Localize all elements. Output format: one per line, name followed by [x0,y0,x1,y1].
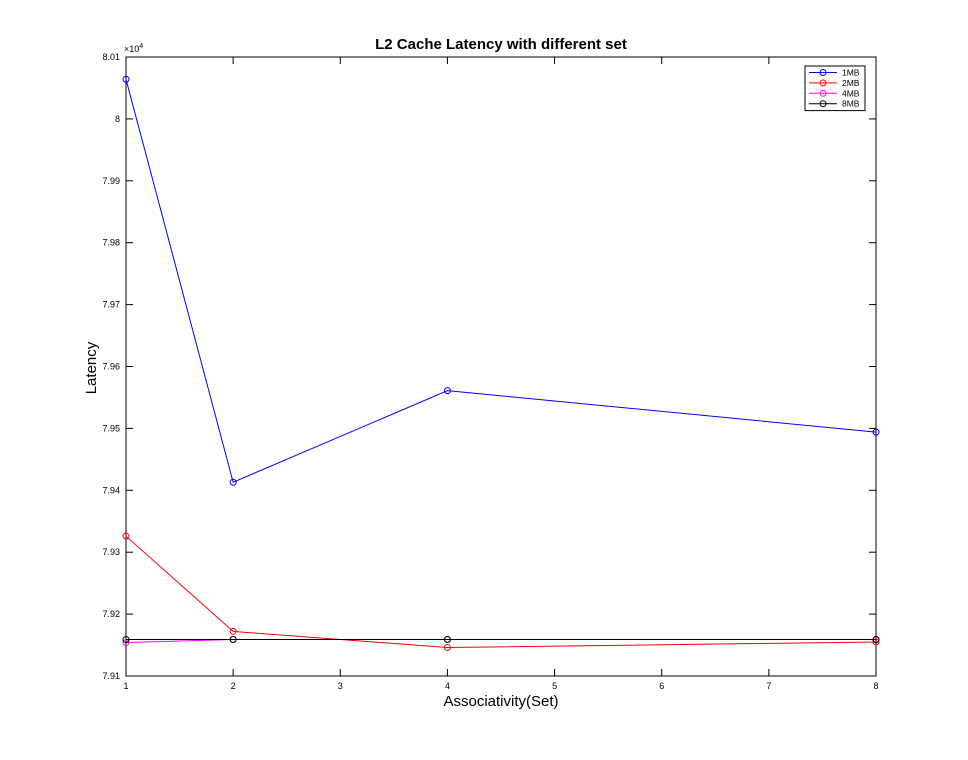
exponent-base: ×10 [124,44,139,54]
legend-label: 2MB [842,78,860,88]
y-tick-label: 7.92 [102,609,120,619]
legend-marker [819,89,827,97]
data-point-2mb [872,638,880,646]
legend-item-4mb: 4MB [809,88,860,98]
x-tick-label: 2 [231,681,236,691]
y-tick-label: 7.95 [102,423,120,433]
y-axis-label: Latency [83,341,100,394]
x-axis-label: Associativity(Set) [443,693,558,710]
y-tick-label: 8.01 [102,52,120,62]
data-point-8mb [872,635,880,643]
x-tick-label: 6 [659,681,664,691]
x-tick-label: 4 [445,681,450,691]
x-tick-label: 1 [123,681,128,691]
y-tick-label: 7.94 [102,485,120,495]
y-tick-label: 7.91 [102,671,120,681]
data-point-8mb [443,635,451,643]
y-tick-label: 8 [115,114,120,124]
legend-marker [819,69,827,76]
legend-marker [819,79,827,87]
y-exponent-label: ×104 [124,43,143,54]
series-8mb [122,635,880,643]
x-tick-label: 7 [766,681,771,691]
data-point-1mb [122,75,130,83]
data-point-1mb [443,387,451,395]
data-point-2mb [443,644,451,652]
legend-label: 1MB [842,68,860,78]
legend-box [804,65,866,112]
x-tick-label: 8 [873,681,878,691]
svg-text:×104: ×104 [124,43,143,54]
chart-title: L2 Cache Latency with different set [375,36,627,53]
series-line-1mb [125,79,877,483]
data-point-8mb [122,635,130,643]
data-point-1mb [872,428,880,436]
series-1mb [122,75,880,486]
legend-label: 8MB [842,99,860,109]
legend-item-1mb: 1MB [809,68,860,78]
data-point-2mb [229,627,237,635]
y-tick-label: 7.98 [102,238,120,248]
legend-item-8mb: 8MB [809,99,860,109]
y-tick-label: 7.97 [102,300,120,310]
legend-label: 4MB [842,88,860,98]
legend-marker [819,100,827,108]
y-tick-label: 7.99 [102,176,120,186]
data-point-8mb [229,635,237,643]
x-tick-label: 3 [338,681,343,691]
data-point-2mb [122,532,130,540]
exponent-power: 4 [139,43,143,50]
y-tick-label: 7.93 [102,547,120,557]
legend-item-2mb: 2MB [809,78,860,88]
y-tick-label: 7.96 [102,362,120,372]
x-tick-label: 5 [552,681,557,691]
plot-area [125,56,877,677]
data-point-1mb [229,478,237,486]
